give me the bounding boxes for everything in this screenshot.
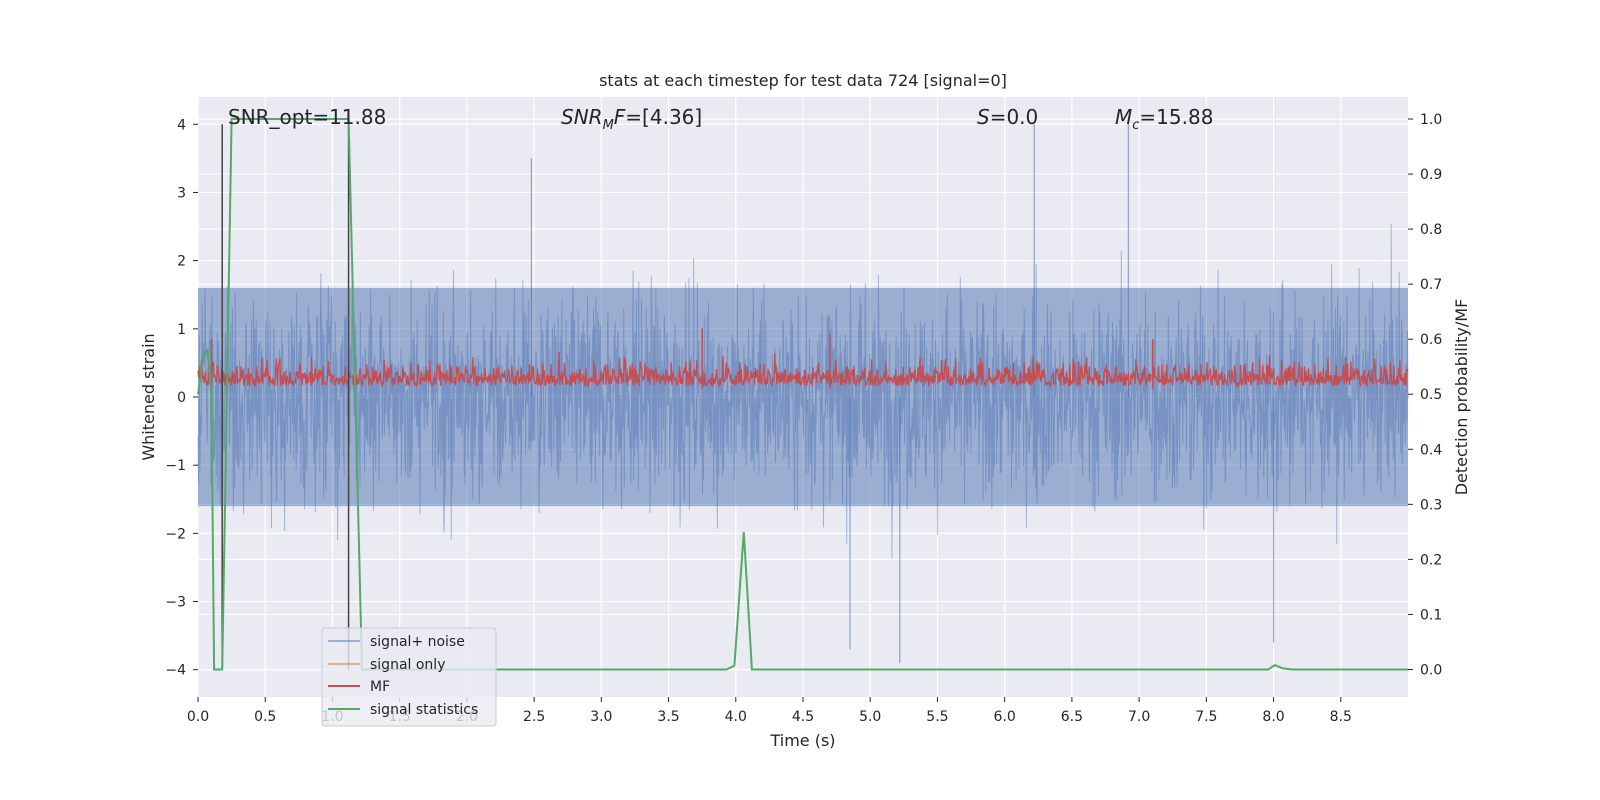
legend-label-signal-statistics: signal statistics — [370, 702, 478, 718]
legend-label-signal-noise: signal+ noise — [370, 634, 465, 650]
legend-label-signal-only: signal only — [370, 657, 445, 673]
x-tick-label: 0.0 — [187, 709, 209, 725]
annotation-snr-opt: SNR_opt=11.88 — [228, 105, 386, 129]
annotation-s-stat-value: =0.0 — [990, 105, 1039, 129]
x-tick-label: 3.5 — [657, 709, 679, 725]
x-tick-label: 5.0 — [859, 709, 881, 725]
y-tick-label-left: 2 — [177, 254, 186, 270]
y-tick-label-right: 0.6 — [1420, 332, 1442, 348]
y-axis-label-right: Detection probability/MF — [1452, 299, 1471, 496]
annotation-mc-value: =15.88 — [1139, 105, 1213, 129]
y-axis-label-left: Whitened strain — [139, 333, 158, 460]
y-tick-label-right: 0.1 — [1420, 607, 1442, 623]
x-tick-label: 4.5 — [792, 709, 814, 725]
noise-trace — [197, 223, 1409, 559]
annotation-s-stat: S=0.0 — [977, 105, 1038, 129]
x-tick-label: 2.5 — [523, 709, 545, 725]
y-ticks-left: 4 3 2 1 0 −1 −2 −3 −4 — [165, 117, 198, 679]
x-tick-label: 5.5 — [926, 709, 948, 725]
annotation-snr-mf: SNRMF=[4.36] — [561, 105, 702, 133]
chart-title: stats at each timestep for test data 724… — [599, 71, 1007, 90]
series-mf — [197, 328, 1409, 389]
y-tick-label-right: 0.7 — [1420, 277, 1442, 293]
x-tick-label: 7.0 — [1128, 709, 1150, 725]
y-tick-label-right: 0.4 — [1420, 442, 1442, 458]
x-tick-label: 8.5 — [1330, 709, 1352, 725]
y-tick-label-right: 0.5 — [1420, 387, 1442, 403]
series-signal-noise — [197, 124, 1409, 663]
y-tick-label-left: −1 — [165, 458, 186, 474]
mf-trace — [197, 351, 1409, 389]
vertical-markers — [221, 124, 350, 670]
y-tick-label-right: 0.8 — [1420, 222, 1442, 238]
annotation-mc: Mc=15.88 — [1115, 105, 1213, 133]
y-tick-label-left: −3 — [165, 595, 186, 611]
legend-box — [321, 627, 497, 727]
x-tick-label: 4.0 — [725, 709, 747, 725]
y-tick-label-right: 1.0 — [1420, 112, 1442, 128]
y-tick-label-right: 0.9 — [1420, 167, 1442, 183]
legend-label-mf: MF — [370, 679, 390, 695]
x-tick-label: 0.5 — [254, 709, 276, 725]
y-tick-label-left: 0 — [177, 390, 186, 406]
y-tick-label-right: 0.0 — [1420, 662, 1442, 678]
y-tick-label-right: 0.2 — [1420, 552, 1442, 568]
x-tick-label: 6.5 — [1061, 709, 1083, 725]
y-tick-label-left: −2 — [165, 526, 186, 542]
x-tick-label: 3.0 — [590, 709, 612, 725]
noise-band — [198, 287, 1408, 507]
y-ticks-right: 1.0 0.9 0.8 0.7 0.6 0.5 0.4 0.3 0.2 0.1 0.0 — [1408, 112, 1442, 678]
x-axis-label: Time (s) — [769, 731, 835, 750]
annotation-snr-mf-value: =[4.36] — [625, 105, 702, 129]
y-tick-label-left: 4 — [177, 117, 186, 133]
x-tick-label: 6.0 — [994, 709, 1016, 725]
x-tick-label: 7.5 — [1195, 709, 1217, 725]
y-tick-label-left: 1 — [177, 322, 186, 338]
x-tick-label: 8.0 — [1262, 709, 1284, 725]
y-tick-label-left: 3 — [177, 185, 186, 201]
y-tick-label-left: −4 — [165, 663, 186, 679]
legend: signal+ noise signal only MF signal stat… — [321, 627, 497, 727]
y-tick-label-right: 0.3 — [1420, 497, 1442, 513]
